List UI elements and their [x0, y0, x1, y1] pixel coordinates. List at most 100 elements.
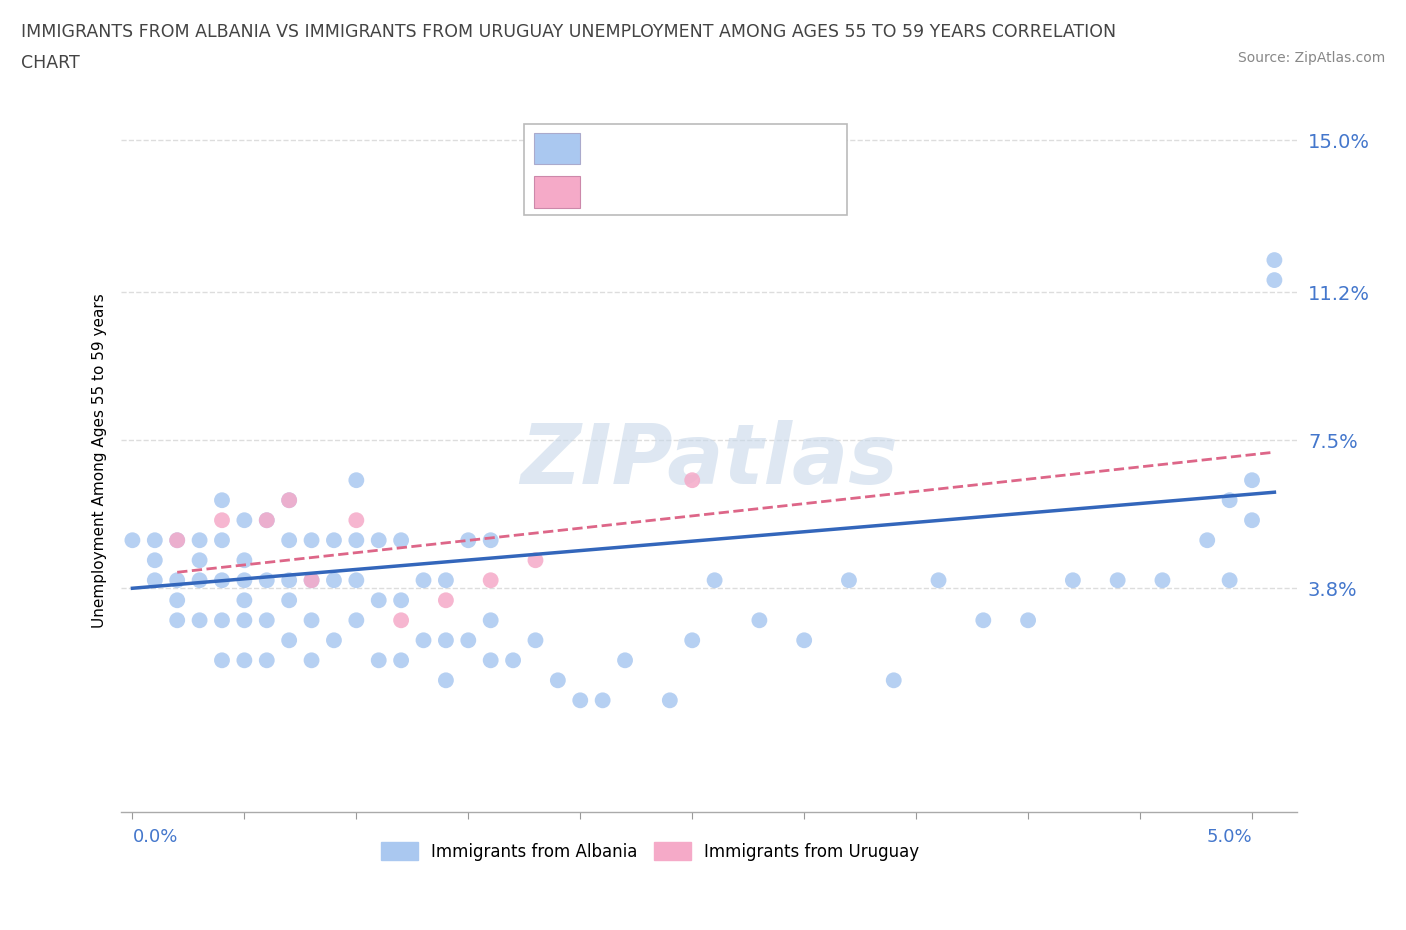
Text: Source: ZipAtlas.com: Source: ZipAtlas.com — [1237, 51, 1385, 65]
Point — [928, 573, 950, 588]
Point — [233, 573, 256, 588]
Point — [1240, 472, 1263, 487]
Point — [233, 592, 256, 607]
Point — [479, 533, 502, 548]
Point — [389, 533, 412, 548]
Point — [681, 632, 703, 647]
Text: CHART: CHART — [21, 54, 80, 72]
Point — [434, 573, 457, 588]
Point — [367, 592, 389, 607]
Point — [323, 632, 346, 647]
Point — [301, 653, 323, 668]
Point — [703, 573, 725, 588]
Point — [233, 653, 256, 668]
Point — [211, 493, 233, 508]
Text: IMMIGRANTS FROM ALBANIA VS IMMIGRANTS FROM URUGUAY UNEMPLOYMENT AMONG AGES 55 TO: IMMIGRANTS FROM ALBANIA VS IMMIGRANTS FR… — [21, 23, 1116, 41]
Point — [793, 632, 815, 647]
Y-axis label: Unemployment Among Ages 55 to 59 years: Unemployment Among Ages 55 to 59 years — [93, 293, 107, 628]
Point — [188, 573, 211, 588]
Point — [278, 592, 301, 607]
Point — [301, 573, 323, 588]
Point — [344, 573, 367, 588]
Point — [547, 673, 569, 688]
Point — [211, 573, 233, 588]
Point — [434, 673, 457, 688]
Point — [233, 552, 256, 567]
Point — [143, 533, 166, 548]
Legend: Immigrants from Albania, Immigrants from Uruguay: Immigrants from Albania, Immigrants from… — [374, 835, 927, 868]
Point — [457, 533, 479, 548]
Point — [1263, 253, 1285, 268]
Point — [1263, 272, 1285, 287]
Point — [166, 573, 188, 588]
Point — [344, 472, 367, 487]
Point — [256, 653, 278, 668]
Point — [1062, 573, 1084, 588]
Point — [211, 613, 233, 628]
Point — [278, 493, 301, 508]
Point — [1240, 512, 1263, 527]
Point — [389, 592, 412, 607]
Point — [188, 613, 211, 628]
Point — [412, 573, 434, 588]
Point — [233, 512, 256, 527]
Point — [524, 552, 547, 567]
Point — [389, 653, 412, 668]
Point — [367, 653, 389, 668]
Point — [412, 632, 434, 647]
Point — [524, 632, 547, 647]
Point — [434, 632, 457, 647]
Point — [1017, 613, 1039, 628]
Point — [323, 533, 346, 548]
Point — [1219, 573, 1241, 588]
Point — [278, 493, 301, 508]
Point — [1197, 533, 1219, 548]
Point — [211, 512, 233, 527]
Point — [883, 673, 905, 688]
Point — [166, 533, 188, 548]
Point — [301, 573, 323, 588]
Point — [211, 653, 233, 668]
Point — [166, 533, 188, 548]
Point — [1107, 573, 1129, 588]
Point — [479, 653, 502, 668]
Point — [569, 693, 592, 708]
Point — [323, 573, 346, 588]
Text: 5.0%: 5.0% — [1206, 829, 1251, 846]
Point — [188, 552, 211, 567]
Point — [1152, 573, 1174, 588]
Point — [278, 533, 301, 548]
Point — [972, 613, 994, 628]
Point — [278, 632, 301, 647]
Point — [256, 613, 278, 628]
Point — [143, 573, 166, 588]
Point — [256, 512, 278, 527]
Text: 0.0%: 0.0% — [132, 829, 177, 846]
Point — [344, 613, 367, 628]
Point — [479, 613, 502, 628]
Point — [344, 512, 367, 527]
Point — [233, 613, 256, 628]
Point — [681, 472, 703, 487]
Point — [166, 613, 188, 628]
Point — [479, 573, 502, 588]
Point — [301, 533, 323, 548]
Point — [344, 533, 367, 548]
Point — [502, 653, 524, 668]
Point — [748, 613, 770, 628]
Point — [838, 573, 860, 588]
Point — [658, 693, 681, 708]
Point — [592, 693, 614, 708]
Point — [434, 592, 457, 607]
Point — [389, 613, 412, 628]
Point — [166, 592, 188, 607]
Point — [121, 533, 143, 548]
Point — [278, 573, 301, 588]
Point — [301, 613, 323, 628]
Point — [211, 533, 233, 548]
Point — [367, 533, 389, 548]
Point — [457, 632, 479, 647]
Point — [614, 653, 637, 668]
Point — [256, 573, 278, 588]
Point — [1219, 493, 1241, 508]
